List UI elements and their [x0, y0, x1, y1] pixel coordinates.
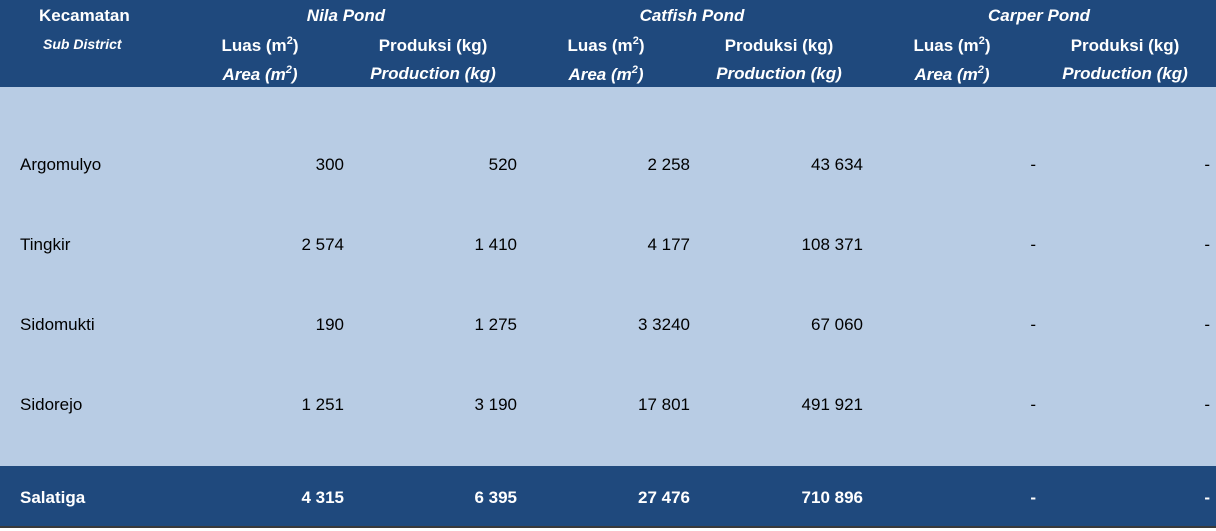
- carper-area-cell: -: [1030, 395, 1036, 414]
- carper-production-cell: -: [1204, 235, 1210, 254]
- nila-area-cell: 1 251: [301, 395, 344, 414]
- subdistrict-name: Tingkir: [20, 235, 71, 254]
- production-header: Produksi (kg): [1070, 36, 1180, 55]
- area-header: Luas (m2): [567, 35, 645, 56]
- total-carper-area: -: [1030, 488, 1036, 507]
- subdistrict-name: Argomulyo: [20, 155, 102, 174]
- nila-area-cell: 2 574: [301, 235, 344, 254]
- nila-production-cell: 1 410: [474, 235, 517, 254]
- col-subdistrict-header: Kecamatan: [39, 6, 130, 25]
- carper-production-cell: -: [1204, 155, 1210, 174]
- nila-area-cell: 300: [315, 155, 344, 174]
- nila-production-cell: 1 275: [474, 315, 517, 334]
- catfish-area-cell: 3 3240: [638, 315, 690, 334]
- nila-production-cell: 3 190: [474, 395, 517, 414]
- bottom-border: [0, 526, 1216, 528]
- production-header: Produksi (kg): [378, 36, 488, 55]
- total-nila-area: 4 315: [301, 488, 344, 507]
- subdistrict-name: Sidomukti: [20, 315, 95, 334]
- total-catfish-area: 27 476: [638, 488, 690, 507]
- carper-area-cell: -: [1030, 315, 1036, 334]
- group-title-catfish: Catfish Pond: [639, 6, 745, 25]
- catfish-area-cell: 4 177: [647, 235, 690, 254]
- catfish-area-cell: 2 258: [647, 155, 690, 174]
- subdistrict-name: Sidorejo: [20, 395, 83, 414]
- total-carper-production: -: [1204, 488, 1210, 507]
- carper-area-cell: -: [1030, 155, 1036, 174]
- production-header-en: Production (kg): [370, 64, 496, 83]
- production-header-en: Production (kg): [1062, 64, 1188, 83]
- table-total-row: [0, 466, 1216, 526]
- total-nila-production: 6 395: [474, 488, 517, 507]
- total-label: Salatiga: [20, 488, 86, 507]
- production-header: Produksi (kg): [724, 36, 834, 55]
- area-header-en: Area (m2): [568, 64, 644, 85]
- carper-production-cell: -: [1204, 395, 1210, 414]
- area-header: Luas (m2): [913, 35, 991, 56]
- carper-production-cell: -: [1204, 315, 1210, 334]
- catfish-production-cell: 491 921: [801, 395, 863, 414]
- table-header: [0, 0, 1216, 87]
- catfish-production-cell: 43 634: [811, 155, 863, 174]
- nila-area-cell: 190: [315, 315, 344, 334]
- production-header-en: Production (kg): [716, 64, 842, 83]
- table-body: [0, 87, 1216, 466]
- catfish-production-cell: 108 371: [801, 235, 863, 254]
- catfish-production-cell: 67 060: [811, 315, 863, 334]
- col-subdistrict-subheader: Sub District: [43, 36, 122, 52]
- group-title-carper: Carper Pond: [987, 6, 1091, 25]
- catfish-area-cell: 17 801: [638, 395, 690, 414]
- area-header: Luas (m2): [221, 35, 299, 56]
- carper-area-cell: -: [1030, 235, 1036, 254]
- group-title-nila: Nila Pond: [306, 6, 386, 25]
- area-header-en: Area (m2): [222, 64, 298, 85]
- area-header-en: Area (m2): [914, 64, 990, 85]
- nila-production-cell: 520: [488, 155, 517, 174]
- total-catfish-production: 710 896: [801, 488, 863, 507]
